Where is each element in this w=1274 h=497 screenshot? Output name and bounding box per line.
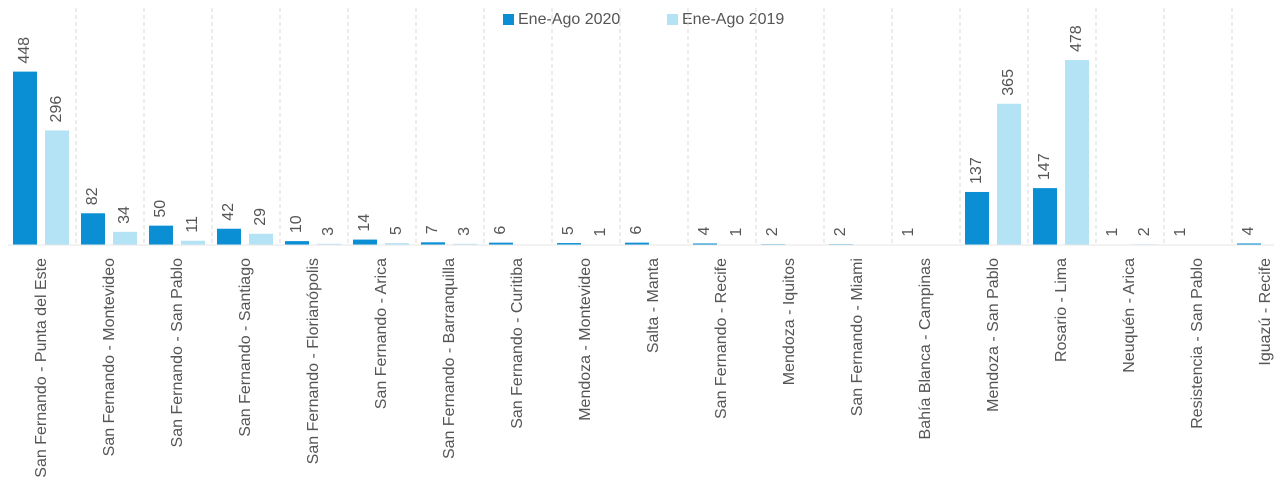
x-tick-label: Bahía Blanca - Campinas xyxy=(917,258,934,439)
legend-swatch xyxy=(503,14,514,25)
legend-label: Ene-Ago 2020 xyxy=(518,11,620,28)
bar xyxy=(13,71,37,246)
value-label: 50 xyxy=(152,200,169,218)
bar xyxy=(997,103,1021,245)
x-tick-label: San Fernando - Montevideo xyxy=(101,258,118,456)
x-tick-label: Mendoza - San Pablo xyxy=(985,258,1002,412)
value-label: 14 xyxy=(356,214,373,232)
x-tick-label: Resistencia - San Pablo xyxy=(1189,258,1206,429)
bar xyxy=(113,231,137,245)
x-tick-label: Mendoza - Iquitos xyxy=(781,258,798,385)
bar xyxy=(81,213,105,245)
value-label: 5 xyxy=(388,226,405,235)
bar xyxy=(965,191,989,245)
value-label: 29 xyxy=(252,208,269,226)
value-label: 147 xyxy=(1036,153,1053,180)
value-label: 1 xyxy=(728,228,745,237)
value-label: 5 xyxy=(560,226,577,235)
value-label: 1 xyxy=(1172,228,1189,237)
bar xyxy=(421,242,445,245)
x-tick-label: Iguazú - Recife xyxy=(1257,258,1274,366)
x-tick-label: San Fernando - Florianópolis xyxy=(305,258,322,464)
bar xyxy=(557,243,581,245)
bar xyxy=(1237,243,1261,245)
value-label: 365 xyxy=(1000,69,1017,96)
value-label: 1 xyxy=(592,228,609,237)
value-label: 3 xyxy=(456,227,473,236)
value-label: 448 xyxy=(16,37,33,64)
x-tick-label: San Fernando - Punta del Este xyxy=(33,258,50,478)
value-label: 7 xyxy=(424,225,441,234)
value-label: 34 xyxy=(116,206,133,224)
x-tick-label: San Fernando - Recife xyxy=(713,258,730,419)
bar xyxy=(181,240,205,245)
bar xyxy=(1033,188,1057,245)
bar xyxy=(1065,60,1089,245)
bar xyxy=(353,239,377,245)
value-label: 478 xyxy=(1068,25,1085,52)
value-label: 4 xyxy=(696,226,713,235)
x-tick-label: San Fernando - Miami xyxy=(849,258,866,416)
value-label: 1 xyxy=(1104,228,1121,237)
x-tick-label: Rosario - Lima xyxy=(1053,258,1070,362)
bar xyxy=(149,225,173,245)
x-tick-label: Neuquén - Arica xyxy=(1121,258,1138,373)
x-tick-label: San Fernando - Barranquilla xyxy=(441,258,458,459)
x-tick-label: San Fernando - Arica xyxy=(373,258,390,409)
bar xyxy=(453,243,477,245)
x-tick-label: Salta - Manta xyxy=(645,258,662,353)
value-label: 2 xyxy=(1136,227,1153,236)
bar xyxy=(625,242,649,245)
value-label: 11 xyxy=(184,216,201,233)
value-label: 6 xyxy=(492,226,509,235)
value-label: 82 xyxy=(84,187,101,205)
value-label: 1 xyxy=(900,228,917,237)
bar xyxy=(693,243,717,245)
bar xyxy=(217,228,241,245)
x-tick-label: San Fernando - Curitiba xyxy=(509,258,526,429)
value-label: 10 xyxy=(288,215,305,233)
value-label: 42 xyxy=(220,203,237,221)
value-label: 4 xyxy=(1240,226,1257,235)
x-tick-label: San Fernando - San Pablo xyxy=(169,258,186,448)
value-label: 3 xyxy=(320,227,337,236)
value-label: 2 xyxy=(832,227,849,236)
bar xyxy=(385,243,409,245)
bar xyxy=(249,233,273,245)
bar xyxy=(45,130,69,245)
legend-swatch xyxy=(667,14,678,25)
value-label: 6 xyxy=(628,226,645,235)
value-label: 2 xyxy=(764,227,781,236)
value-label: 137 xyxy=(968,157,985,184)
legend-label: Ene-Ago 2019 xyxy=(682,11,784,28)
bar xyxy=(285,241,309,245)
bar xyxy=(489,242,513,245)
x-tick-label: Mendoza - Montevideo xyxy=(577,258,594,421)
bar xyxy=(317,243,341,245)
value-label: 296 xyxy=(48,96,65,123)
x-tick-label: San Fernando - Santiago xyxy=(237,258,254,437)
